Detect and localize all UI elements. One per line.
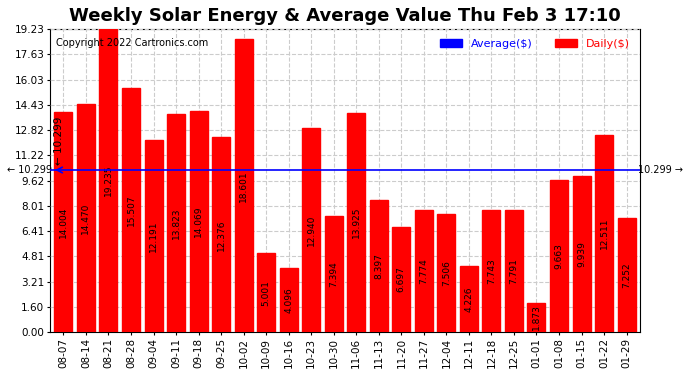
Bar [257,254,275,332]
Bar [415,210,433,332]
Text: 7.506: 7.506 [442,260,451,286]
Text: 4.226: 4.226 [464,286,473,312]
Text: 19.235: 19.235 [104,165,113,196]
Bar [505,210,523,332]
Bar [190,111,208,332]
Text: 7.743: 7.743 [487,258,496,284]
Bar [279,268,297,332]
Text: 14.004: 14.004 [59,206,68,238]
Bar [77,104,95,332]
Text: Copyright 2022 Cartronics.com: Copyright 2022 Cartronics.com [56,38,208,48]
Text: 12.940: 12.940 [307,214,316,246]
Bar [550,180,568,332]
Text: 8.397: 8.397 [374,253,383,279]
Text: 14.069: 14.069 [194,206,203,237]
Text: 1.873: 1.873 [532,304,541,330]
Bar [482,210,500,332]
Text: 4.096: 4.096 [284,287,293,313]
Bar [370,200,388,332]
Text: 12.511: 12.511 [600,218,609,249]
Text: 10.299 →: 10.299 → [638,165,683,175]
Text: 13.823: 13.823 [172,208,181,239]
Text: 13.925: 13.925 [352,207,361,238]
Text: 6.697: 6.697 [397,267,406,292]
Text: 5.001: 5.001 [262,280,270,306]
Bar [573,176,591,332]
Bar [437,214,455,332]
Bar [212,137,230,332]
Bar [122,88,140,332]
Bar [460,266,478,332]
Text: 18.601: 18.601 [239,170,248,201]
Title: Weekly Solar Energy & Average Value Thu Feb 3 17:10: Weekly Solar Energy & Average Value Thu … [69,7,621,25]
Text: 14.470: 14.470 [81,202,90,234]
Bar [393,227,411,332]
Text: 7.394: 7.394 [329,261,338,287]
Bar [347,113,365,332]
Legend: Average($), Daily($): Average($), Daily($) [435,35,635,54]
Text: 12.191: 12.191 [149,220,158,252]
Text: 9.663: 9.663 [555,243,564,269]
Bar [144,140,163,332]
Bar [235,39,253,332]
Bar [55,112,72,332]
Bar [302,128,320,332]
Text: 9.939: 9.939 [577,241,586,267]
Text: 7.791: 7.791 [509,258,518,284]
Text: 15.507: 15.507 [126,194,135,226]
Bar [527,303,546,332]
Bar [99,29,117,332]
Bar [167,114,185,332]
Text: ← 10.299: ← 10.299 [55,117,64,165]
Text: 12.376: 12.376 [217,219,226,251]
Text: ← 10.299: ← 10.299 [7,165,52,175]
Bar [325,216,343,332]
Bar [618,218,635,332]
Text: 7.252: 7.252 [622,262,631,288]
Bar [595,135,613,332]
Text: 7.774: 7.774 [420,258,428,284]
